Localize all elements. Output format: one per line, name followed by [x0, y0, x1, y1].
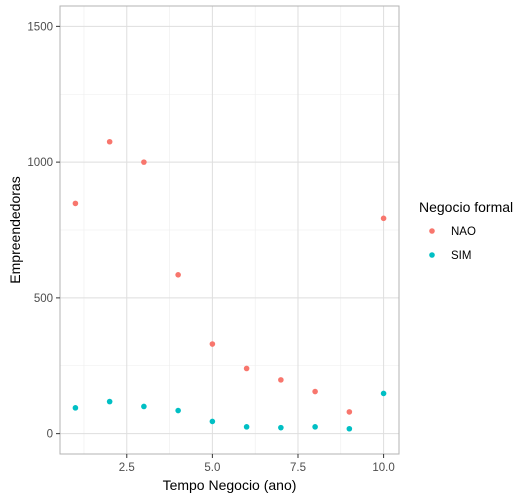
x-axis-label: Tempo Negocio (ano)	[163, 477, 297, 493]
y-tick-label: 1000	[27, 157, 53, 169]
data-point-nao	[380, 215, 387, 222]
data-point-nao	[175, 272, 181, 278]
grid-major	[60, 6, 399, 454]
x-tick-label: 5.0	[204, 462, 220, 474]
x-tick-label: 7.5	[290, 462, 306, 474]
y-axis-label: Empreendedoras	[7, 176, 23, 283]
grid-minor	[60, 6, 399, 454]
data-point-nao	[106, 138, 113, 145]
data-points	[72, 138, 387, 432]
legend-title: Negocio formal	[419, 199, 513, 215]
data-point-sim	[175, 407, 181, 414]
data-point-nao	[141, 159, 147, 165]
legend: Negocio formal NAO SIM	[419, 199, 513, 262]
data-point-nao	[346, 409, 353, 415]
data-point-sim	[141, 403, 147, 410]
data-point-nao	[72, 200, 79, 207]
data-point-nao	[278, 377, 284, 383]
y-tick-label: 500	[34, 293, 53, 305]
data-point-nao	[312, 388, 318, 395]
x-axis: 2.5 5.0 7.5 10.0	[119, 454, 395, 474]
x-tick-label: 2.5	[119, 462, 135, 474]
plot-border	[59, 5, 400, 455]
legend-label-nao: NAO	[451, 226, 476, 238]
legend-key-nao	[429, 228, 435, 234]
data-point-nao	[209, 341, 216, 347]
y-tick-label: 1500	[27, 21, 53, 33]
data-point-sim	[278, 424, 284, 431]
data-point-nao	[243, 365, 250, 372]
data-point-sim	[209, 418, 216, 425]
data-point-sim	[380, 390, 387, 397]
data-point-sim	[346, 425, 353, 432]
legend-label-sim: SIM	[451, 250, 471, 262]
data-point-sim	[312, 424, 318, 430]
y-tick-label: 0	[47, 429, 53, 441]
data-point-sim	[106, 398, 113, 405]
y-axis: 0 500 1000 1500	[27, 21, 60, 441]
data-point-sim	[243, 424, 250, 430]
legend-key-sim	[429, 252, 435, 258]
data-point-sim	[72, 405, 79, 411]
x-tick-label: 10.0	[372, 462, 394, 474]
